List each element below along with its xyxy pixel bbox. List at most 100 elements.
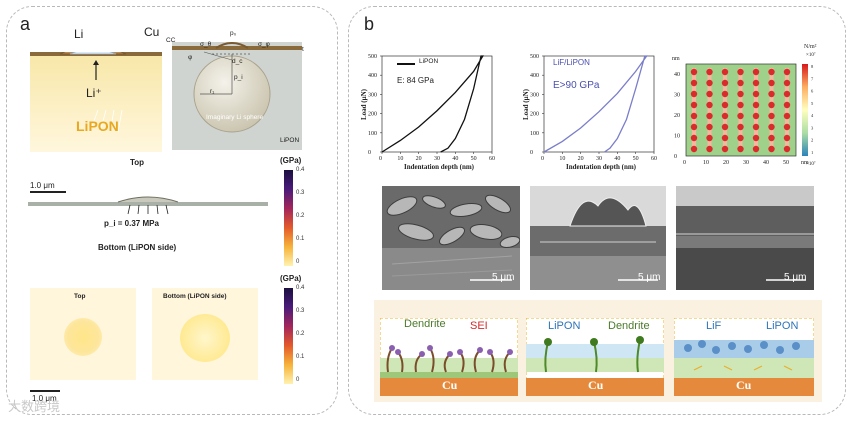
y-axis-label: Load (μN) — [522, 88, 530, 120]
heatmap-spot — [721, 90, 729, 98]
colorbar-tick-label: 0.1 — [296, 354, 305, 360]
chart1-modulus: E: 84 GPa — [397, 76, 434, 85]
t-label: t — [302, 46, 304, 53]
heatmap-x-tick-label: 0 — [683, 160, 686, 166]
cu-label-1: Cu — [442, 378, 458, 392]
heatmap-spot — [706, 68, 713, 76]
heatmap-spot — [690, 123, 698, 131]
series-line — [381, 55, 484, 153]
heatmap-spot — [752, 79, 760, 87]
dendrite-label-1: Dendrite — [404, 318, 446, 330]
load-depth-chart-lif-lipon: 0 10 20 30 40 50 60 0 100 200 300 400 500 Indentation… — [522, 54, 657, 171]
x-tick-label: 50 — [471, 156, 477, 162]
x-tick-label: 50 — [633, 156, 639, 162]
heatmap-spot — [721, 68, 729, 76]
heatmap-spot — [783, 123, 791, 131]
colorbar-tick-label: 0.3 — [296, 308, 305, 314]
heatmap-y-tick-label: 20 — [674, 113, 680, 119]
phi-label: φ — [188, 54, 193, 61]
heatmap-stripe — [723, 68, 727, 152]
pi-label: p_i — [234, 74, 243, 81]
heatmap-spot — [783, 112, 791, 120]
x-tick-label: 10 — [559, 156, 565, 162]
colorbar-1-unit: (GPa) — [280, 156, 302, 165]
colorbar-tick-label: 0 — [296, 377, 300, 383]
scale-label-1um: 1.0 μm — [30, 181, 55, 190]
y-axis-label: Load (μN) — [360, 88, 368, 120]
y-tick-label: 400 — [368, 73, 377, 79]
colorbar-1 — [284, 170, 293, 266]
heatmap-spot — [690, 101, 698, 109]
heatmap-spot — [690, 79, 698, 87]
watermark: 大数跨境 — [8, 399, 61, 414]
sigma-theta-label: σ_θ — [200, 41, 212, 48]
heatmap-spot — [768, 90, 775, 98]
heatmap-x-tick-label: 30 — [743, 160, 749, 166]
scale-bar-1um — [30, 191, 66, 193]
heatmap-spot — [768, 134, 775, 142]
lipon-schematic — [30, 45, 162, 152]
sem-image-2-texture — [530, 186, 666, 290]
heatmap-x-unit: nm — [801, 160, 809, 166]
x-tick-label: 0 — [379, 156, 382, 162]
stress-heatmap: 0 10 20 30 40 50 0 10 20 30 40 nm nm 8 7 6 5 4 3 2 1 N/m² ×10⁷… — [672, 44, 817, 167]
heatmap-spot — [721, 145, 729, 153]
x-tick-label: 40 — [452, 156, 458, 162]
sem-image-1 — [382, 186, 520, 290]
heatmap-spot — [706, 123, 713, 131]
heatmap-y-tick-label: 0 — [674, 154, 677, 160]
lipon-label-3: LiPON — [766, 320, 799, 332]
chart1-legend-label: LiPON — [419, 58, 439, 65]
sem-image-2 — [530, 186, 666, 290]
x-tick-label: 30 — [434, 156, 440, 162]
x-tick-label: 20 — [578, 156, 584, 162]
panel-b-letter: b — [364, 14, 375, 34]
heatmap-x-tick-label: 10 — [703, 160, 709, 166]
x-tick-label: 60 — [651, 156, 657, 162]
heatmap-spot — [737, 90, 744, 98]
heatmap-spot — [783, 101, 791, 109]
schematic-2 — [525, 317, 665, 397]
sphere-schematic — [172, 42, 302, 150]
p0-label: p₀ — [230, 30, 237, 37]
schematic-1-drawing — [379, 317, 519, 397]
heatmap-spot — [690, 112, 698, 120]
profile-svg — [28, 196, 268, 215]
lipon-label-2: LiPON — [548, 320, 581, 332]
heatmap-spot — [690, 134, 698, 142]
scale-label-bottom: 1.0 μm — [32, 394, 57, 403]
heatmap-spot — [737, 68, 744, 76]
chart2-modulus: E>90 GPa — [553, 80, 600, 91]
schematic-2-drawing — [525, 317, 665, 397]
heatmap-spot — [737, 112, 744, 120]
colorbar-tick-label: 0.4 — [296, 285, 305, 291]
heatmap-y-tick-label: 30 — [674, 93, 680, 99]
heatmap-exp-bottom: ×10⁷ — [806, 161, 816, 167]
heatmap-stripe — [754, 68, 758, 152]
top-profile-title: Top — [130, 158, 145, 167]
heatmap-colorbar-tick: 3 — [811, 125, 814, 130]
heatmap-colorbar-tick: 5 — [811, 101, 814, 106]
heatmap-x-tick-label: 20 — [723, 160, 729, 166]
scale-bar-bottom — [30, 390, 60, 392]
map-bottom-label: Bottom (LiPON side) — [163, 293, 227, 300]
x-tick-label: 20 — [416, 156, 422, 162]
sphere-label: Imaginary Li sphere — [206, 114, 264, 121]
y-tick-label: 0 — [368, 150, 371, 156]
heatmap-spot — [706, 145, 713, 153]
heatmap-spot — [706, 134, 713, 142]
cu-label-3: Cu — [736, 378, 752, 392]
heatmap-spot — [737, 123, 744, 131]
heatmap-spot — [752, 145, 760, 153]
heatmap-spot — [721, 79, 729, 87]
heatmap-spot — [783, 134, 791, 142]
y-tick-label: 200 — [530, 112, 539, 118]
stress-spot-top — [64, 318, 102, 356]
heatmap-spot — [752, 123, 760, 131]
heatmap-spot — [706, 79, 713, 87]
sem-3-scale-label: 5 μm — [784, 272, 807, 283]
heatmap-spot — [706, 90, 713, 98]
heatmap-exp-top: ×10⁷ — [806, 52, 816, 58]
li-label: Li — [74, 27, 84, 41]
y-tick-label: 0 — [530, 150, 533, 156]
